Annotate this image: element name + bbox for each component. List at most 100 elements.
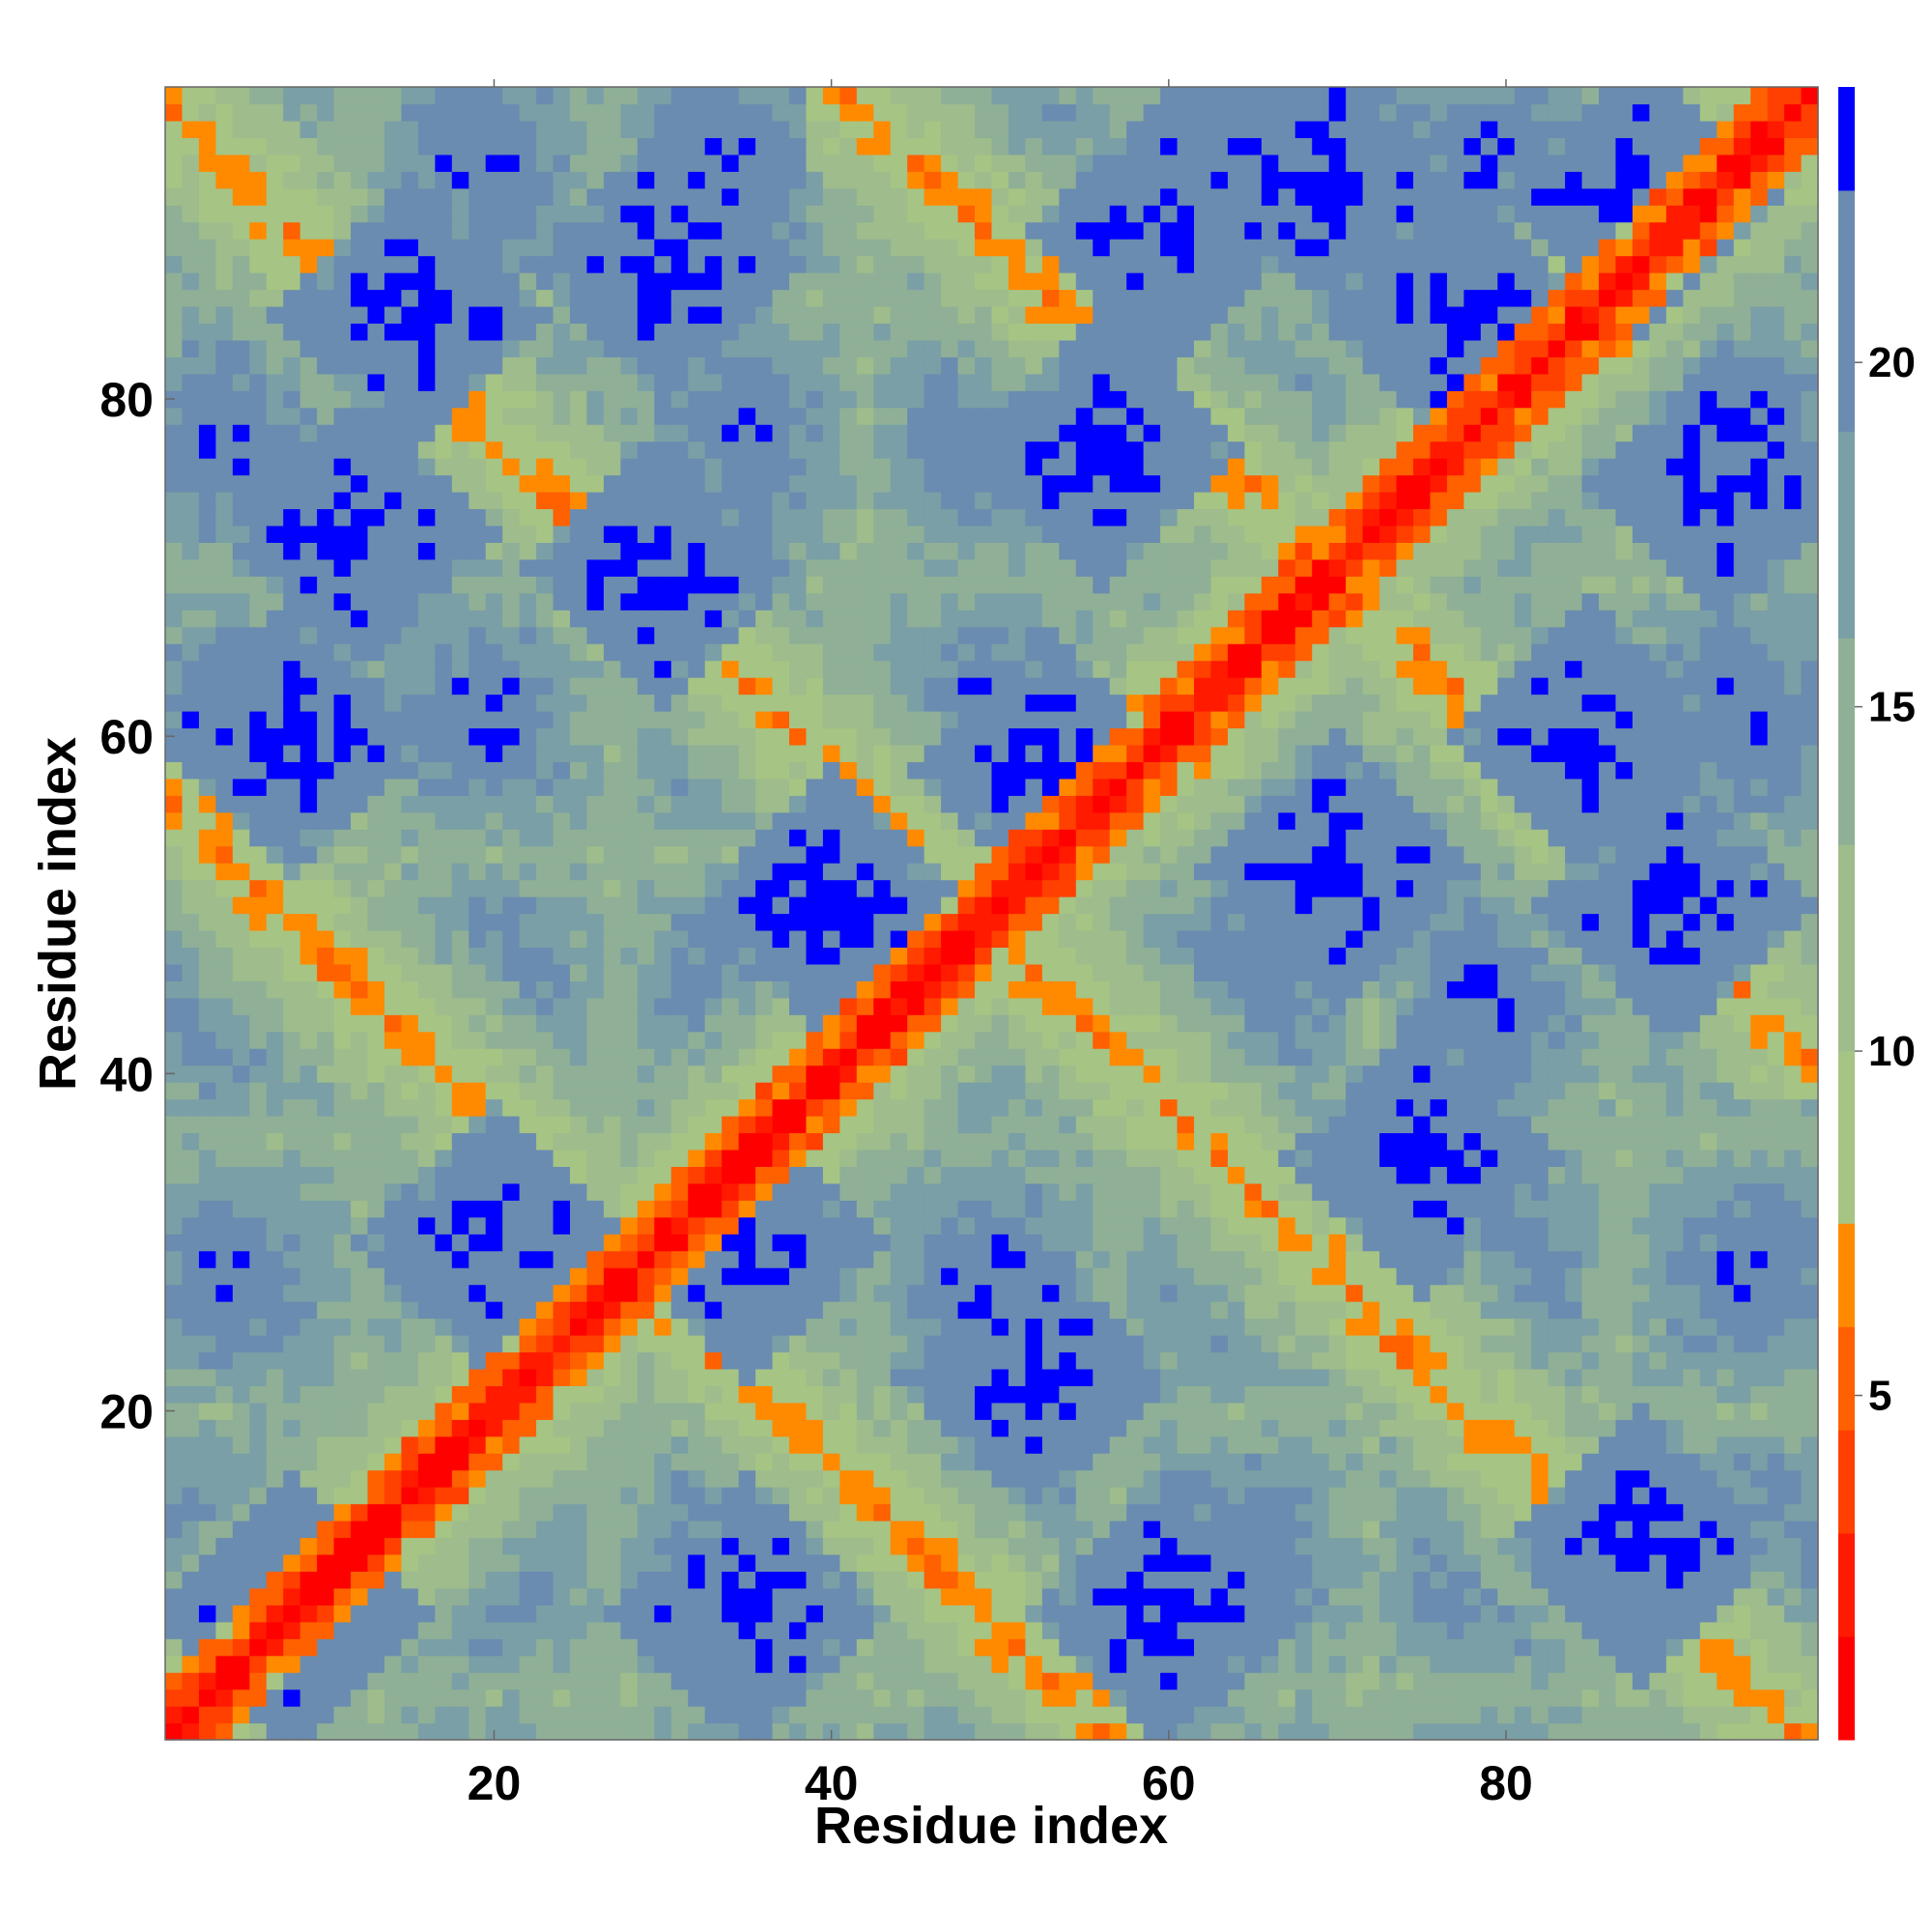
- heatmap-cell: [1261, 1284, 1279, 1302]
- heatmap-cell: [1041, 1689, 1060, 1707]
- heatmap-cell: [923, 1318, 942, 1336]
- heatmap-cell: [1126, 1368, 1145, 1386]
- heatmap-cell: [670, 1672, 689, 1690]
- heatmap-cell: [1632, 1672, 1651, 1690]
- heatmap-cell: [519, 1435, 537, 1454]
- heatmap-cell: [1430, 1402, 1448, 1420]
- heatmap-cell: [1767, 1587, 1785, 1605]
- heatmap-cell: [1581, 1048, 1600, 1066]
- heatmap-cell: [1160, 1672, 1179, 1690]
- heatmap-cell: [317, 1182, 335, 1201]
- heatmap-cell: [215, 1200, 234, 1218]
- heatmap-cell: [722, 1385, 740, 1404]
- heatmap-cell: [1143, 980, 1161, 999]
- heatmap-cell: [603, 1587, 621, 1605]
- heatmap-cell: [839, 1706, 858, 1724]
- heatmap-cell: [1075, 1722, 1094, 1741]
- heatmap-cell: [1599, 1216, 1617, 1235]
- heatmap-cell: [417, 1132, 436, 1151]
- heatmap-cell: [367, 1234, 385, 1252]
- heatmap-cell: [1109, 1706, 1127, 1724]
- heatmap-cell: [788, 1672, 808, 1690]
- heatmap-cell: [806, 929, 824, 949]
- heatmap-cell: [1177, 1638, 1195, 1657]
- heatmap-cell: [1717, 929, 1735, 949]
- heatmap-cell: [1362, 929, 1380, 949]
- heatmap-cell: [1599, 1368, 1617, 1386]
- heatmap-cell: [1328, 1166, 1347, 1184]
- heatmap-cell: [367, 1284, 385, 1302]
- heatmap-cell: [165, 1385, 184, 1404]
- heatmap-cell: [1075, 1435, 1094, 1454]
- heatmap-cell: [839, 1402, 858, 1420]
- heatmap-cell: [1109, 1234, 1127, 1252]
- heatmap-cell: [1177, 1014, 1195, 1033]
- heatmap-cell: [1109, 963, 1127, 981]
- heatmap-cell: [1733, 1537, 1751, 1555]
- heatmap-cell: [957, 1722, 976, 1741]
- heatmap-cell: [1784, 1537, 1803, 1555]
- heatmap-cell: [1497, 896, 1516, 915]
- heatmap-cell: [536, 1689, 554, 1707]
- heatmap-cell: [553, 1368, 571, 1386]
- heatmap-cell: [1328, 1065, 1347, 1083]
- heatmap-cell: [1041, 929, 1060, 949]
- heatmap-cell: [451, 1587, 469, 1605]
- heatmap-cell: [1767, 1487, 1785, 1505]
- heatmap-cell: [1093, 1182, 1111, 1201]
- heatmap-cell: [1126, 1453, 1145, 1471]
- heatmap-cell: [1581, 1453, 1600, 1471]
- heatmap-cell: [469, 1553, 487, 1573]
- heatmap-cell: [1565, 997, 1583, 1015]
- heatmap-cell: [1430, 1116, 1448, 1134]
- heatmap-cell: [1463, 1453, 1482, 1471]
- heatmap-cell: [1699, 1553, 1718, 1573]
- heatmap-cell: [856, 1722, 874, 1741]
- heatmap-cell: [806, 1689, 824, 1707]
- heatmap-cell: [1699, 1182, 1718, 1201]
- heatmap-cell: [1210, 997, 1229, 1015]
- heatmap-cell: [182, 1284, 200, 1302]
- heatmap-cell: [1565, 1605, 1583, 1623]
- heatmap-cell: [536, 1621, 554, 1639]
- heatmap-cell: [469, 1537, 487, 1555]
- heatmap-cell: [469, 1048, 487, 1066]
- heatmap-cell: [839, 1435, 858, 1454]
- heatmap-cell: [1244, 1605, 1263, 1623]
- heatmap-cell: [603, 929, 621, 949]
- heatmap-cell: [603, 1385, 621, 1404]
- heatmap-cell: [1665, 1082, 1684, 1100]
- heatmap-cell: [1244, 1503, 1263, 1521]
- heatmap-cell: [1261, 1453, 1279, 1471]
- heatmap-cell: [1480, 1402, 1498, 1420]
- heatmap-cell: [620, 1385, 639, 1404]
- heatmap-cell: [1750, 1503, 1769, 1521]
- heatmap-cell: [1750, 963, 1769, 981]
- heatmap-cell: [1480, 913, 1498, 931]
- heatmap-cell: [1412, 1435, 1432, 1454]
- heatmap-cell: [1075, 1250, 1094, 1268]
- heatmap-cell: [704, 1453, 723, 1471]
- heatmap-cell: [704, 947, 723, 965]
- heatmap-cell: [1531, 1082, 1549, 1100]
- heatmap-cell: [182, 1267, 200, 1286]
- heatmap-cell: [1261, 1250, 1279, 1268]
- heatmap-cell: [1210, 1166, 1229, 1184]
- heatmap-cell: [1143, 1453, 1161, 1471]
- heatmap-cell: [890, 1014, 908, 1033]
- heatmap-cell: [907, 1722, 925, 1741]
- heatmap-cell: [1093, 1149, 1111, 1167]
- heatmap-cell: [1615, 1672, 1634, 1690]
- heatmap-cell: [755, 1351, 774, 1370]
- heatmap-cell: [1059, 1014, 1077, 1033]
- heatmap-cell: [1210, 1116, 1229, 1134]
- heatmap-cell: [384, 997, 403, 1015]
- heatmap-cell: [923, 1267, 942, 1286]
- heatmap-cell: [1160, 997, 1179, 1015]
- heatmap-cell: [1750, 913, 1769, 931]
- heatmap-cell: [417, 1571, 436, 1589]
- heatmap-cell: [1312, 1301, 1330, 1320]
- heatmap-cell: [232, 1722, 250, 1741]
- heatmap-cell: [333, 1031, 352, 1049]
- heatmap-cell: [907, 1098, 925, 1117]
